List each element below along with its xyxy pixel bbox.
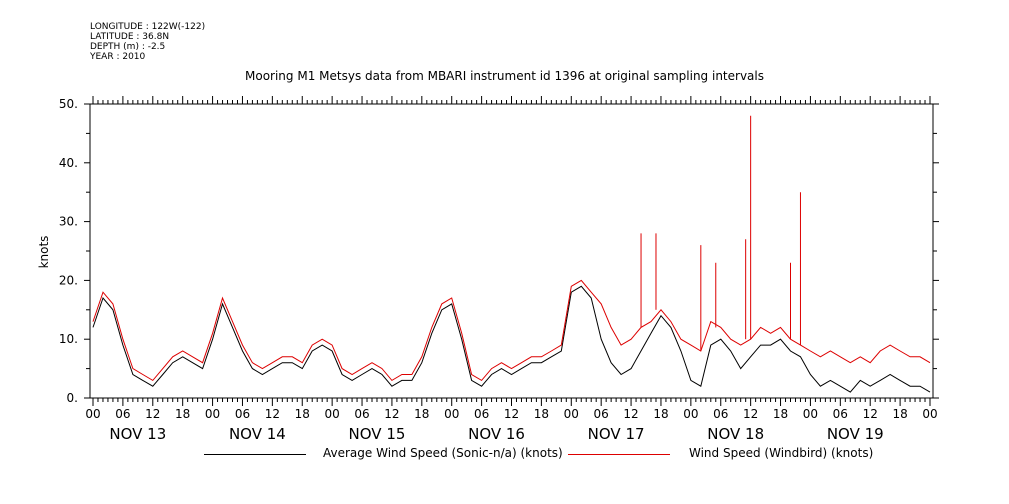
meta-year: YEAR : 2010	[90, 52, 146, 62]
x-tick-label: 12	[863, 407, 878, 421]
x-tick-label: 06	[115, 407, 130, 421]
x-axis: 00 06 12 18 00 06 12 18 00 06 12 18 00 06 12 18 00 06 12 18…	[85, 96, 938, 443]
y-tick-label: 0.	[67, 391, 78, 405]
x-tick-label: 06	[354, 407, 369, 421]
x-day-label: NOV 17	[588, 425, 645, 443]
series-layer	[92, 115, 931, 393]
meta-longitude: LONGITUDE : 122W(-122)	[90, 22, 206, 32]
x-tick-label: 00	[922, 407, 937, 421]
y-axis: 0. 10. 20. 30. 40. 50.	[59, 97, 939, 405]
x-day-label: NOV 15	[349, 425, 406, 443]
x-tick-label: 18	[892, 407, 907, 421]
x-tick-label: 12	[145, 407, 160, 421]
x-tick-label: 18	[773, 407, 788, 421]
x-tick-label: 00	[683, 407, 698, 421]
y-tick-label: 50.	[59, 97, 78, 111]
x-tick-label: 00	[205, 407, 220, 421]
plot-frame	[89, 103, 934, 399]
y-axis-label: knots	[37, 236, 51, 269]
x-tick-label: 18	[295, 407, 310, 421]
x-tick-label: 12	[623, 407, 638, 421]
x-day-label: NOV 16	[468, 425, 525, 443]
x-tick-label: 06	[235, 407, 250, 421]
x-tick-label: 06	[474, 407, 489, 421]
meta-latitude: LATITUDE : 36.8N	[90, 32, 170, 42]
x-tick-label: 06	[594, 407, 609, 421]
chart-title: Mooring M1 Metsys data from MBARI instru…	[245, 69, 764, 83]
x-day-label: NOV 14	[229, 425, 286, 443]
x-tick-label: 18	[175, 407, 190, 421]
x-day-label: NOV 13	[109, 425, 166, 443]
metadata-block: LONGITUDE : 122W(-122) LATITUDE : 36.8N …	[90, 22, 205, 62]
x-tick-label: 18	[414, 407, 429, 421]
x-tick-label: 06	[833, 407, 848, 421]
x-tick-label: 12	[265, 407, 280, 421]
y-tick-label: 20.	[59, 273, 78, 287]
y-tick-label: 40.	[59, 156, 78, 170]
x-day-label: NOV 19	[827, 425, 884, 443]
x-tick-label: 00	[803, 407, 818, 421]
x-tick-label: 18	[534, 407, 549, 421]
x-tick-label: 18	[653, 407, 668, 421]
x-tick-label: 00	[564, 407, 579, 421]
y-tick-label: 10.	[59, 332, 78, 346]
series-windbird-line	[92, 279, 931, 382]
x-tick-label: 12	[384, 407, 399, 421]
series-average-line	[92, 285, 931, 393]
x-tick-label: 00	[85, 407, 100, 421]
x-tick-label: 00	[325, 407, 340, 421]
y-tick-label: 30.	[59, 215, 78, 229]
x-tick-label: 12	[743, 407, 758, 421]
x-tick-label: 00	[444, 407, 459, 421]
x-tick-label: 12	[504, 407, 519, 421]
meta-depth: DEPTH (m) : -2.5	[90, 42, 166, 52]
x-day-label: NOV 18	[707, 425, 764, 443]
x-tick-label: 06	[713, 407, 728, 421]
